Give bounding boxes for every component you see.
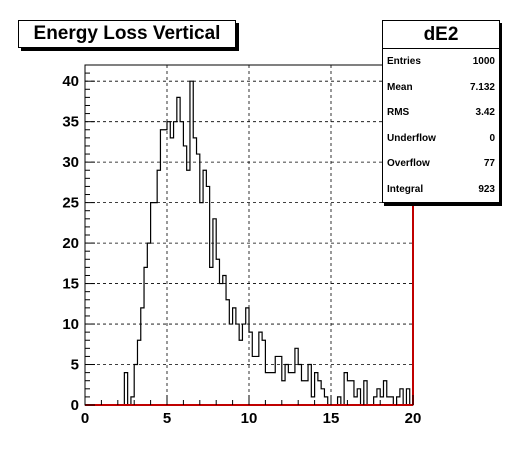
y-tick-label: 30	[62, 154, 79, 171]
chart-title: Energy Loss Vertical	[18, 20, 236, 48]
stats-value: 3.42	[475, 107, 495, 119]
stats-label: Integral	[387, 183, 424, 195]
stats-label: RMS	[387, 107, 410, 119]
stats-value: 77	[483, 158, 495, 170]
stats-row-mean: Mean 7.132	[383, 75, 499, 101]
stats-histogram-name: dE2	[383, 21, 499, 49]
y-tick-label: 0	[71, 397, 79, 414]
stats-value: 0	[489, 132, 495, 144]
x-tick-label: 10	[241, 410, 258, 427]
x-tick-label: 15	[323, 410, 340, 427]
stats-label: Overflow	[387, 158, 430, 170]
stats-row-entries: Entries 1000	[383, 49, 499, 75]
y-tick-label: 35	[62, 114, 79, 131]
x-tick-label: 0	[81, 410, 89, 427]
y-axis-ticks: 0 5 10 15 20 25 30 35 40	[62, 64, 95, 414]
stats-row-integral: Integral 923	[383, 177, 499, 203]
stats-label: Entries	[387, 56, 421, 67]
y-tick-label: 40	[62, 73, 79, 90]
stats-row-rms: RMS 3.42	[383, 100, 499, 126]
x-tick-label: 20	[405, 410, 422, 427]
stats-value: 923	[478, 183, 495, 195]
x-axis-ticks: 0 5 10 15 20	[81, 395, 422, 427]
stats-label: Mean	[387, 81, 413, 93]
stats-label: Underflow	[387, 132, 436, 144]
y-tick-label: 25	[62, 195, 79, 212]
stats-row-overflow: Overflow 77	[383, 151, 499, 177]
stats-value: 7.132	[469, 81, 495, 93]
y-tick-label: 10	[62, 316, 79, 333]
stats-row-underflow: Underflow 0	[383, 126, 499, 152]
x-tick-label: 5	[163, 410, 171, 427]
stats-value: 1000	[472, 56, 495, 67]
grid-lines	[85, 65, 413, 405]
y-tick-label: 5	[71, 357, 79, 374]
histogram-line	[85, 80, 413, 406]
y-tick-label: 15	[62, 276, 79, 293]
y-tick-label: 20	[62, 235, 79, 252]
stats-box: dE2 Entries 1000 Mean 7.132 RMS 3.42 Und…	[382, 20, 500, 203]
